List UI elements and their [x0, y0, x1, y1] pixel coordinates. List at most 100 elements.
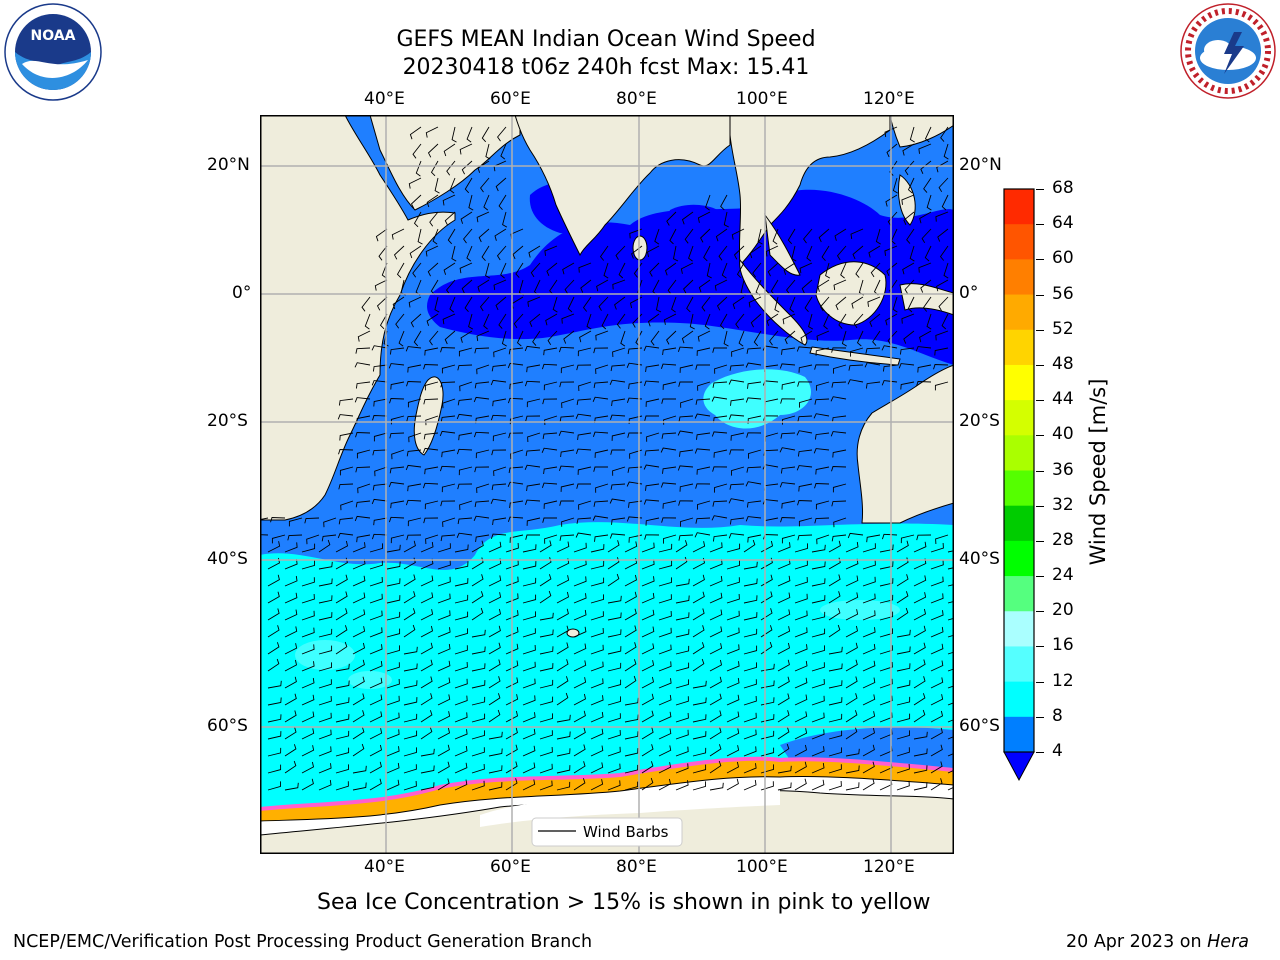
wind-barb [476, 211, 490, 223]
wind-barb [799, 262, 813, 274]
wind-barb [386, 561, 401, 570]
wind-barb [369, 778, 382, 791]
wind-barb [624, 748, 639, 757]
wind-barb [335, 591, 348, 604]
wind-barb [781, 534, 796, 544]
wind-barb [872, 330, 881, 346]
wind-barb [896, 780, 910, 791]
wind-barb [437, 660, 451, 672]
wind-barb [498, 313, 507, 329]
wind-barb [559, 534, 575, 541]
wind-barb [658, 560, 673, 570]
wind-barb [896, 607, 909, 621]
wind-barb [909, 126, 915, 143]
wind-barb [845, 676, 858, 689]
wind-barb [335, 747, 350, 757]
wind-barb [335, 730, 350, 740]
wind-barb [369, 694, 383, 706]
wind-barb [267, 591, 280, 604]
wind-barb [475, 534, 490, 543]
wind-barb [429, 211, 439, 227]
colorbar-tick-label: 64 [1052, 213, 1074, 234]
wind-barb [420, 575, 434, 587]
wind-barb [743, 662, 757, 672]
wind-barb [607, 646, 622, 655]
wind-barb [386, 678, 400, 689]
wind-barb [389, 398, 405, 404]
wind-barb [425, 126, 439, 138]
wind-barb [917, 364, 932, 373]
wind-barb [841, 330, 847, 347]
wind-barb [301, 761, 315, 774]
wind-barb [675, 645, 690, 655]
wind-barb [451, 126, 457, 143]
wind-barb [658, 778, 672, 791]
wind-barb [879, 561, 894, 570]
wind-barb [947, 702, 954, 706]
wind-barb [947, 719, 954, 723]
wind-barb [743, 628, 758, 638]
wind-barb [777, 592, 791, 604]
wind-barb [430, 160, 439, 177]
wind-barb [338, 517, 354, 525]
wind-barb [505, 744, 518, 757]
wind-barb [459, 500, 473, 511]
wind-barb [529, 313, 541, 327]
wind-barb [794, 660, 808, 672]
wind-barb [728, 498, 745, 504]
wind-barb [390, 381, 405, 390]
wind-barb [879, 578, 894, 587]
wind-barb [573, 593, 587, 604]
wind-barb [845, 625, 859, 638]
wind-barb [460, 211, 473, 224]
wind-barb [505, 542, 519, 553]
wind-barb [512, 245, 524, 260]
wind-barb [459, 143, 473, 155]
wind-barb [658, 661, 672, 672]
wind-barb [943, 143, 949, 160]
wind-barb [546, 262, 558, 276]
wind-barb [899, 347, 915, 355]
wind-barb [830, 396, 847, 402]
wind-barb [896, 646, 911, 655]
wind-barb [930, 660, 944, 672]
wind-barb [947, 550, 954, 553]
wind-barb [337, 414, 354, 420]
wind-barb [573, 626, 587, 638]
wind-barb [420, 676, 433, 689]
wind-barb [284, 782, 299, 791]
wind-barb [507, 481, 524, 487]
wind-barb [743, 595, 758, 604]
wind-barb [471, 780, 485, 791]
wind-barb [556, 692, 569, 706]
wind-barb [862, 593, 876, 604]
wind-barb [847, 532, 864, 539]
wind-barb [705, 194, 711, 211]
wind-barb [663, 313, 677, 325]
wind-barb [726, 661, 740, 672]
wind-barb [723, 211, 729, 228]
wind-barb [679, 364, 694, 373]
wind-barb [797, 415, 813, 422]
wind-barb [828, 574, 841, 587]
wind-barb [935, 330, 949, 341]
wind-barb [620, 330, 626, 347]
wind-barb [845, 592, 859, 604]
wind-barb [513, 313, 524, 329]
wind-barb [714, 483, 728, 493]
wind-barb [644, 534, 660, 540]
wind-barb [446, 160, 456, 176]
wind-barb [913, 748, 928, 757]
wind-barb [712, 347, 727, 353]
colorbar-band [1004, 716, 1034, 753]
wind-barb [692, 574, 705, 587]
wind-barb [938, 177, 949, 193]
wind-barb [879, 645, 893, 655]
wind-barb [794, 778, 807, 791]
wind-barb [643, 345, 660, 351]
wind-barb [352, 659, 365, 672]
wind-barb [395, 313, 405, 329]
wind-barb [284, 659, 298, 672]
wind-barb [840, 262, 847, 279]
wind-barb [698, 279, 711, 293]
